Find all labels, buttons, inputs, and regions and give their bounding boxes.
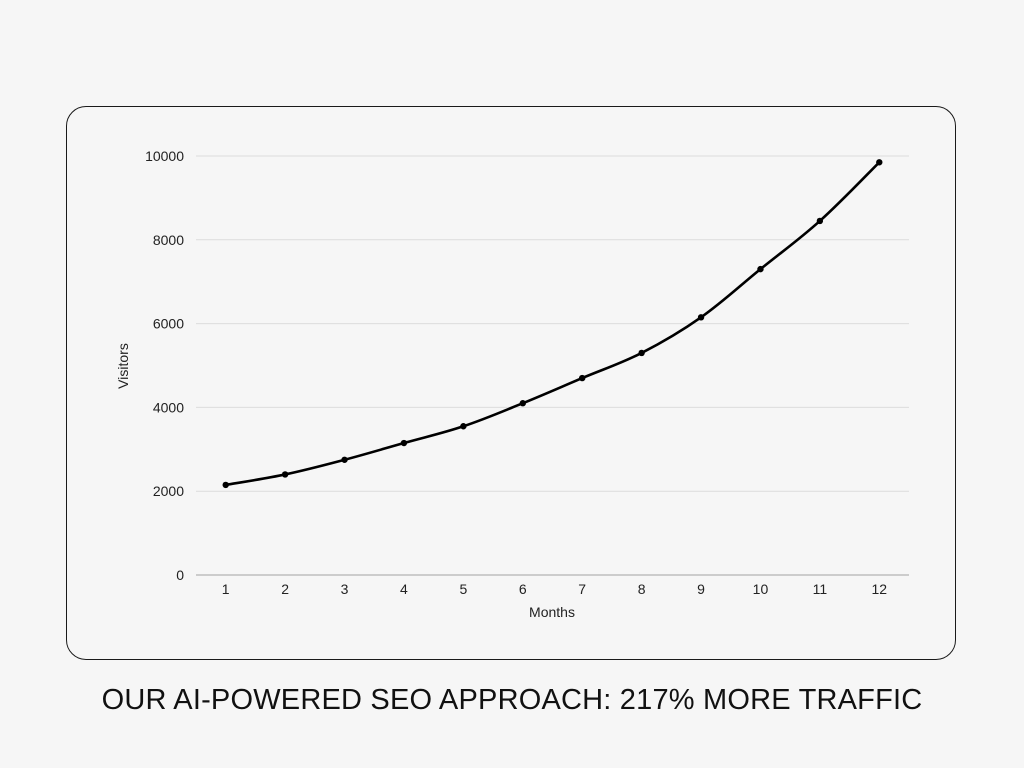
data-point [697, 314, 705, 321]
y-axis-ticks: 0 2000 4000 6000 8000 10000 [145, 148, 184, 583]
y-axis-label: Visitors [115, 343, 131, 389]
x-tick-label: 6 [519, 581, 527, 597]
x-tick-label: 11 [813, 581, 828, 597]
x-tick-label: 4 [400, 581, 408, 597]
x-tick-label: 2 [281, 581, 289, 597]
y-tick-label: 4000 [153, 399, 184, 415]
x-tick-label: 12 [872, 581, 888, 597]
data-point [400, 439, 408, 447]
y-tick-label: 0 [176, 567, 184, 583]
x-tick-label: 1 [222, 581, 230, 597]
data-point [757, 265, 764, 273]
data-point-markers [222, 159, 883, 489]
x-tick-label: 3 [341, 581, 349, 597]
data-point [638, 349, 645, 357]
x-axis-label: Months [529, 604, 575, 620]
y-tick-label: 10000 [145, 148, 184, 164]
x-tick-label: 5 [459, 581, 467, 597]
data-point [579, 374, 586, 382]
data-point [281, 471, 289, 478]
data-point [222, 481, 229, 489]
x-tick-label: 9 [697, 581, 705, 597]
gridlines [196, 155, 909, 576]
data-point [460, 423, 467, 430]
data-point [876, 159, 883, 166]
x-tick-label: 8 [638, 581, 646, 597]
data-point [816, 217, 824, 225]
x-tick-label: 10 [753, 581, 769, 597]
data-point [519, 400, 526, 407]
y-tick-label: 2000 [153, 483, 184, 499]
chart-card: 0 2000 4000 6000 8000 10000 1 2 3 4 5 6 7 8 9 10 11 12 V… [66, 106, 956, 660]
y-tick-label: 8000 [153, 232, 184, 248]
x-axis-ticks: 1 2 3 4 5 6 7 8 9 10 11 12 [222, 581, 887, 597]
data-point [341, 456, 348, 463]
chart-caption: OUR AI-POWERED SEO APPROACH: 217% MORE T… [101, 684, 923, 716]
y-tick-label: 6000 [153, 316, 184, 332]
x-tick-label: 7 [578, 581, 586, 597]
